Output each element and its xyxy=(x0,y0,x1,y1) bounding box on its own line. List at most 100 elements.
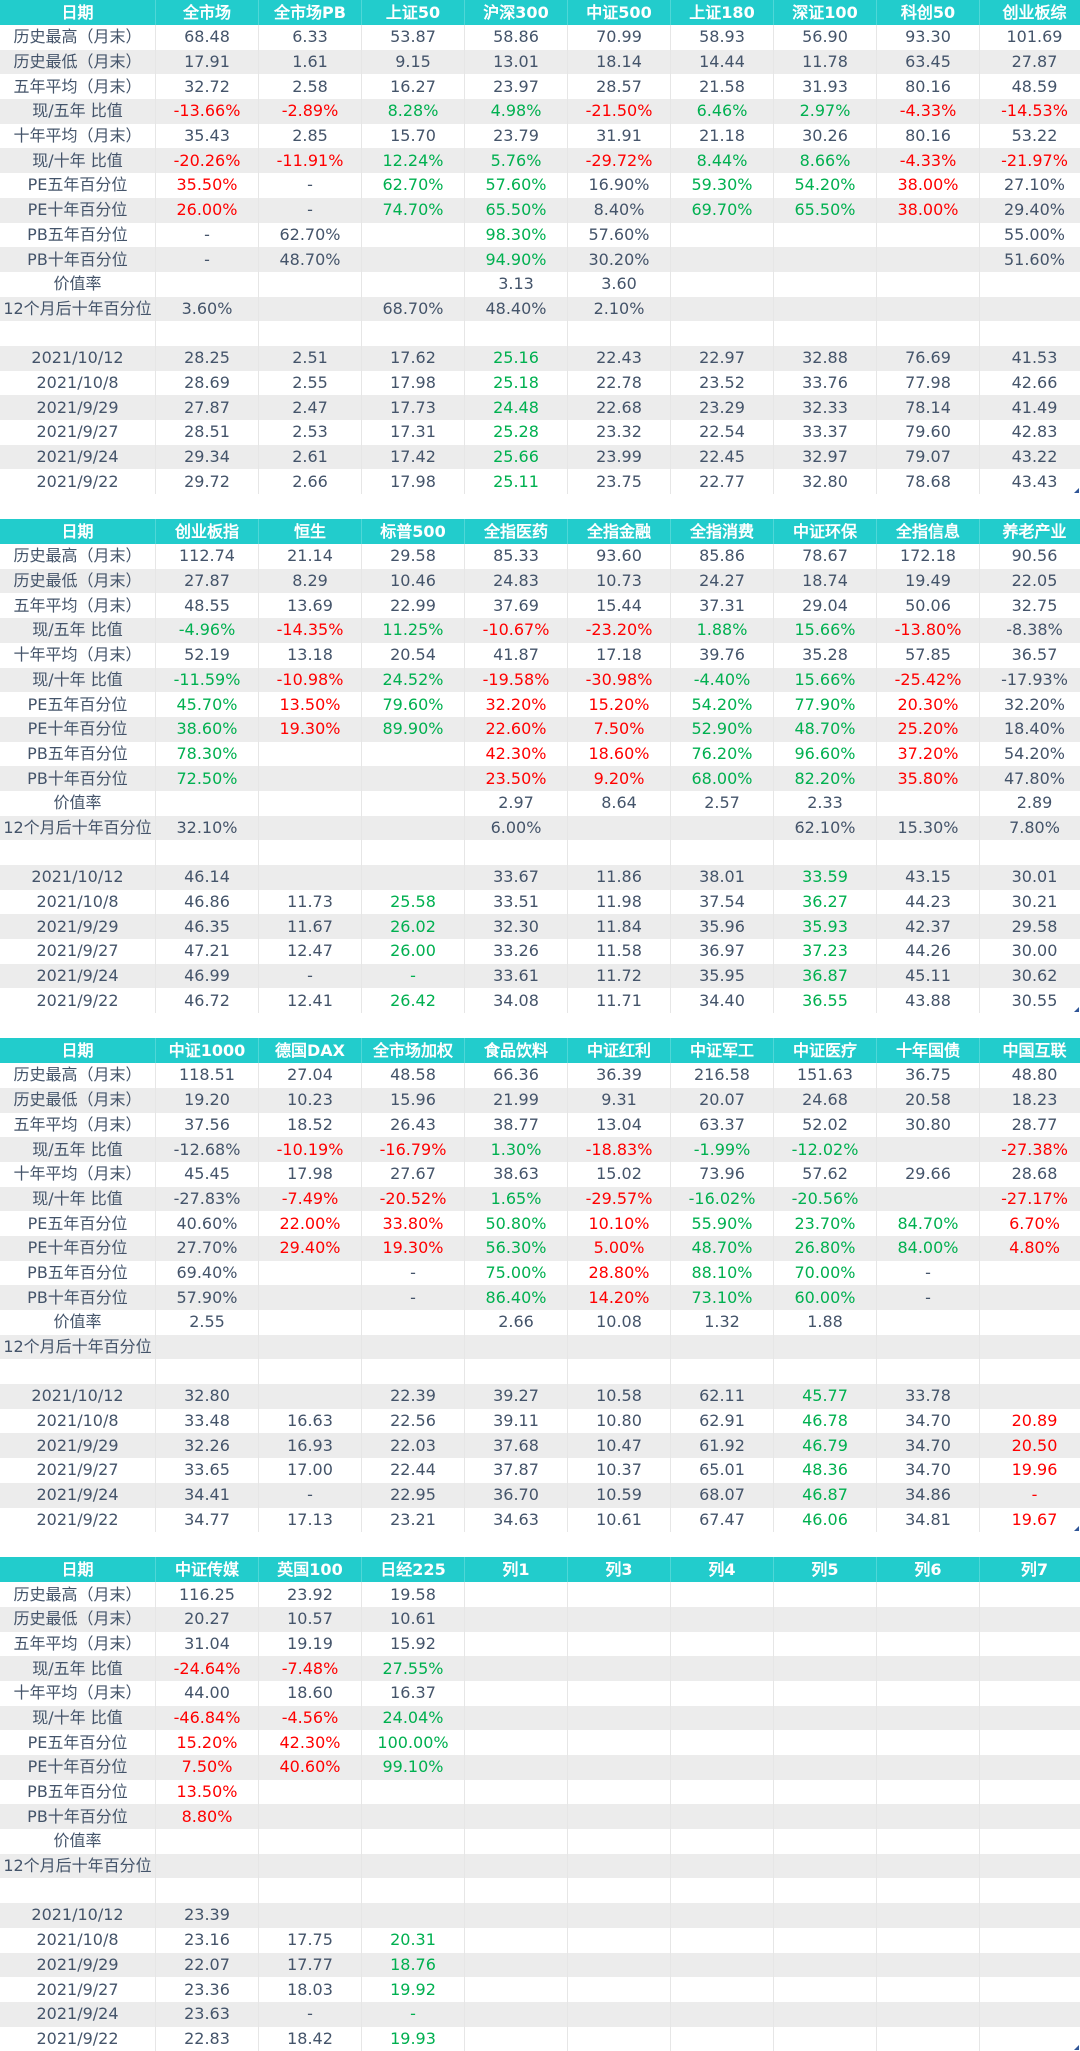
cell xyxy=(980,1903,1080,1928)
empty-cell xyxy=(362,321,465,346)
cell: 24.04% xyxy=(362,1706,465,1731)
cell: 1.65% xyxy=(465,1187,568,1212)
cell: 37.56 xyxy=(156,1113,259,1138)
cell: 17.31 xyxy=(362,420,465,445)
cell: 18.42 xyxy=(259,2027,362,2051)
cell: 30.21 xyxy=(980,890,1080,915)
cell: 84.00% xyxy=(877,1236,980,1261)
cell: 36.55 xyxy=(774,988,877,1013)
cell xyxy=(465,1977,568,2002)
column-header: 创业板指 xyxy=(156,519,259,544)
cell: 65.01 xyxy=(671,1458,774,1483)
cell: 23.99 xyxy=(568,445,671,470)
row-label: 十年平均（月末） xyxy=(0,1162,156,1187)
empty-cell xyxy=(980,1878,1080,1903)
row-label: 十年平均（月末） xyxy=(0,124,156,149)
cell: 35.93 xyxy=(774,914,877,939)
cell: 32.80 xyxy=(774,469,877,494)
cell: 38.01 xyxy=(671,865,774,890)
table-resize-handle[interactable] xyxy=(1074,488,1079,493)
column-header: 恒生 xyxy=(259,519,362,544)
empty-cell xyxy=(671,1359,774,1384)
cell: 27.87 xyxy=(980,50,1080,75)
table-row: 现/五年 比值-13.66%-2.89%8.28%4.98%-21.50%6.4… xyxy=(0,99,1080,124)
cell: 32.72 xyxy=(156,74,259,99)
cell: 63.37 xyxy=(671,1113,774,1138)
cell: -27.17% xyxy=(980,1187,1080,1212)
cell: 2.97 xyxy=(465,791,568,816)
cell xyxy=(259,1854,362,1879)
cell: 12.47 xyxy=(259,939,362,964)
cell: 79.60 xyxy=(877,420,980,445)
cell xyxy=(156,791,259,816)
cell xyxy=(259,1261,362,1286)
column-header: 科创50 xyxy=(877,0,980,25)
cell: - xyxy=(877,1261,980,1286)
cell: 22.43 xyxy=(568,346,671,371)
empty-cell xyxy=(980,1359,1080,1384)
cell xyxy=(156,1335,259,1360)
cell: 29.04 xyxy=(774,593,877,618)
cell: 84.70% xyxy=(877,1211,980,1236)
cell: 70.99 xyxy=(568,25,671,50)
cell: 15.66% xyxy=(774,618,877,643)
column-header: 日期 xyxy=(0,519,156,544)
cell: 39.11 xyxy=(465,1409,568,1434)
empty-cell xyxy=(259,840,362,865)
cell: 78.67 xyxy=(774,544,877,569)
empty-cell xyxy=(259,1359,362,1384)
cell: 28.69 xyxy=(156,371,259,396)
row-label: 2021/10/12 xyxy=(0,346,156,371)
cell: 45.11 xyxy=(877,964,980,989)
table-resize-handle[interactable] xyxy=(1074,2045,1079,2050)
row-label: 十年平均（月末） xyxy=(0,1681,156,1706)
cell xyxy=(877,1706,980,1731)
cell xyxy=(980,1928,1080,1953)
cell: -20.26% xyxy=(156,148,259,173)
cell: 2.10% xyxy=(568,297,671,322)
column-header: 创业板综 xyxy=(980,0,1080,25)
cell: 23.92 xyxy=(259,1582,362,1607)
table-row: 现/十年 比值-46.84%-4.56%24.04% xyxy=(0,1706,1080,1731)
cell: 9.20% xyxy=(568,766,671,791)
cell xyxy=(362,272,465,297)
cell: 98.30% xyxy=(465,223,568,248)
cell: 33.78 xyxy=(877,1384,980,1409)
cell: 77.90% xyxy=(774,692,877,717)
row-label: PE十年百分位 xyxy=(0,198,156,223)
cell: 23.39 xyxy=(156,1903,259,1928)
row-label: 价值率 xyxy=(0,1829,156,1854)
cell xyxy=(671,1804,774,1829)
empty-cell xyxy=(568,321,671,346)
cell xyxy=(671,297,774,322)
cell: 23.29 xyxy=(671,395,774,420)
cell xyxy=(980,1854,1080,1879)
empty-cell xyxy=(0,1359,156,1384)
cell: 30.00 xyxy=(980,939,1080,964)
empty-cell xyxy=(465,1359,568,1384)
cell: 48.59 xyxy=(980,74,1080,99)
table-resize-handle[interactable] xyxy=(1074,1526,1079,1531)
cell: 23.70% xyxy=(774,1211,877,1236)
cell: 35.96 xyxy=(671,914,774,939)
cell: 36.97 xyxy=(671,939,774,964)
cell: 34.70 xyxy=(877,1458,980,1483)
row-label: 五年平均（月末） xyxy=(0,1113,156,1138)
cell: 45.45 xyxy=(156,1162,259,1187)
cell xyxy=(877,1928,980,1953)
cell: 38.00% xyxy=(877,173,980,198)
blank-row xyxy=(0,840,1080,865)
table-resize-handle[interactable] xyxy=(1074,1007,1079,1012)
cell: 13.69 xyxy=(259,593,362,618)
cell: 25.11 xyxy=(465,469,568,494)
cell xyxy=(465,2002,568,2027)
cell: 10.46 xyxy=(362,569,465,594)
